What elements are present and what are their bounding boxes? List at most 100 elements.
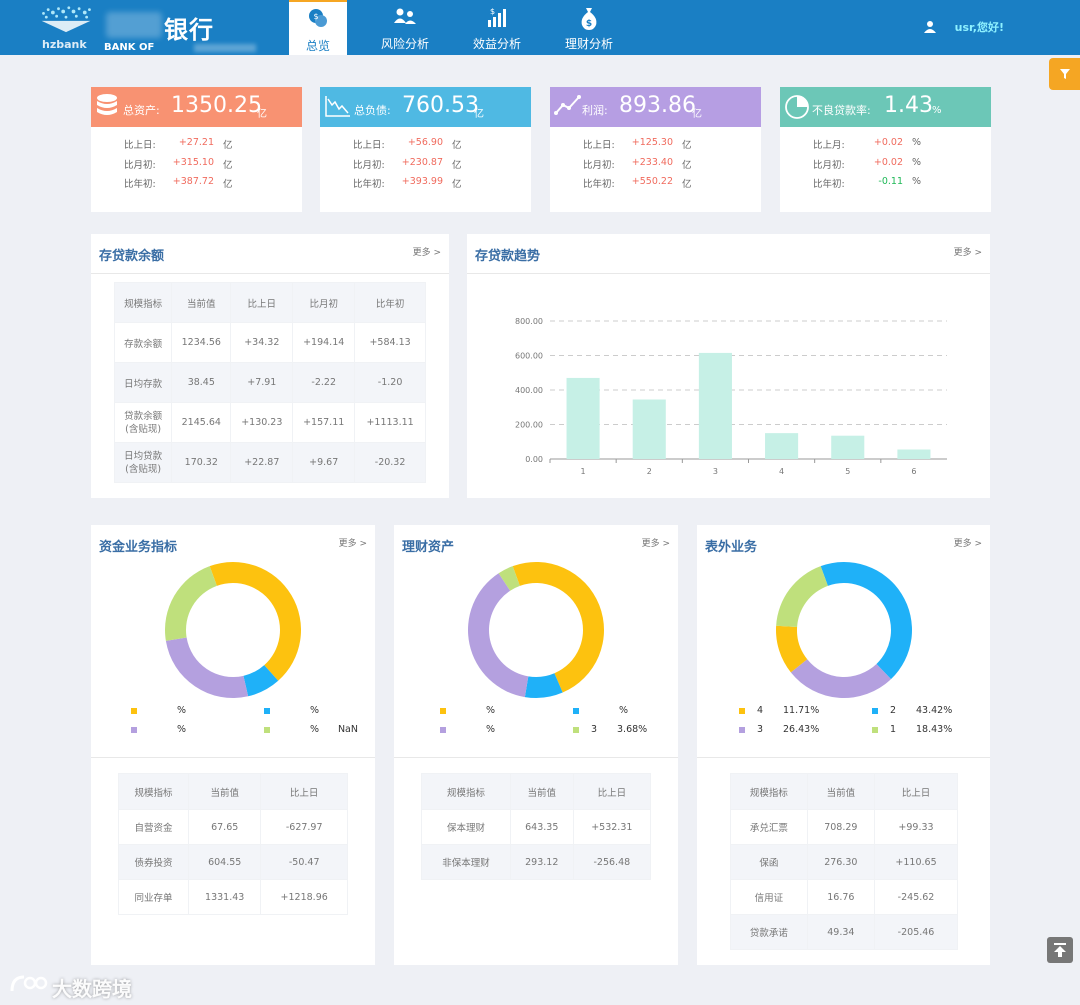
table-row: 日均贷款 (含贴现) 170.32 +22.87 +9.67 -20.32 [113,442,426,483]
svg-text:$: $ [490,7,495,16]
donut-slice[interactable] [512,562,604,693]
kpi-row-label: 比年初: [353,179,385,190]
column-header: 比上日 [260,773,348,810]
user-greeting: usr,您好! [954,21,1004,34]
panel-divider [467,273,990,274]
kpi-row-label: 比上日: [583,140,615,151]
nav-tab-benefit[interactable]: $ 效益分析 [451,0,543,55]
cell-line: 日均贷款 [124,450,163,462]
table-header-row: 规模指标 当前值 比上日 [421,773,652,810]
legend-item[interactable]: 3 3.68% [573,724,723,736]
kpi-row: 比上日: +125.30 亿 [550,137,761,157]
bar[interactable] [632,399,666,459]
column-header: 规模指标 [117,773,190,810]
table-header-row: 规模指标 当前值 比上日 [117,773,348,810]
table-cell: +194.14 [292,322,356,363]
legend-name: 4 [757,705,764,716]
donut-slice[interactable] [776,625,808,673]
kpi-row: 比年初: -0.11% [780,176,991,196]
legend-value: NaN [337,724,358,735]
bank-logo[interactable]: hzbank 银行 BANK OF [36,2,256,54]
legend-item[interactable]: % [440,724,590,736]
kpi-card-total-liabilities: 总负债: 760.53 亿 比上日: +56.90 亿 比月初: +230.87 亿 比… [320,87,531,212]
kpi-rows: 比上月: +0.02% 比月初: +0.02% 比年初: -0.11% [780,127,991,196]
legend-item[interactable]: 3 26.43% [739,724,889,736]
legend-item[interactable]: % [573,705,723,717]
kpi-row: 比上日: +56.90 亿 [320,137,531,157]
donut-slice[interactable] [243,665,279,697]
kpi-unit: 亿 [692,109,702,120]
bar[interactable] [765,433,799,459]
table-cell: 67.65 [188,809,262,845]
kpi-value: 1.43 [884,93,933,118]
filter-button[interactable] [1049,58,1080,90]
bar-chart-icon: $ [488,7,506,27]
table-row: 贷款余额 (含贴现) 2145.64 +130.23 +157.11 +1113.11 [113,402,426,443]
column-header: 规模指标 [730,773,808,810]
panel-divider [394,757,678,758]
table-cell: -20.32 [354,442,426,483]
donut-slice[interactable] [165,637,249,698]
nav-tab-overview[interactable]: $ 总览 [289,0,347,55]
bar[interactable] [698,352,732,459]
legend-item[interactable]: 2 43.42% [872,705,1022,717]
bar[interactable] [566,377,600,459]
kpi-rows: 比上日: +56.90 亿 比月初: +230.87 亿 比年初: +393.99 亿 [320,127,531,196]
donut-slice[interactable] [776,566,828,628]
more-link[interactable]: 更多 > [953,539,982,549]
donut-slice[interactable] [790,659,892,698]
database-icon [97,94,117,115]
legend-percent: % [619,705,629,716]
donut-slice[interactable] [524,673,563,698]
table-cell: +130.23 [230,402,294,443]
table-cell: 1234.56 [171,322,232,363]
fund-table: 规模指标 当前值 比上日 自营资金 67.65 -627.97 债券投资 604.55 -50.… [117,773,348,915]
table-row: 同业存单 1331.43 +1218.96 [117,879,348,915]
more-link[interactable]: 更多 > [641,539,670,549]
legend-item[interactable]: % [264,705,414,717]
x-tick-label: 5 [845,467,850,476]
table-cell: +22.87 [230,442,294,483]
legend-item[interactable]: % [131,724,281,736]
table-cell: 708.29 [806,809,876,845]
nav-tab-risk[interactable]: 风险分析 [359,0,451,55]
kpi-row-label: 比年初: [124,179,156,190]
legend-item[interactable]: NaN% [264,724,414,736]
bar[interactable] [831,435,865,459]
donut-slice[interactable] [820,562,912,680]
kpi-row-label: 比月初: [813,159,845,171]
legend-percent: 43.42% [916,705,953,716]
table-cell: 保函 [730,844,808,880]
legend-item[interactable]: 1 18.43% [872,724,1022,736]
table-row: 自营资金 67.65 -627.97 [117,809,348,845]
user-area[interactable]: usr,您好! [923,19,1004,35]
legend-item[interactable]: % [131,705,281,717]
arrow-up-icon [1054,943,1066,957]
nav-tab-wealth[interactable]: $ 理财分析 [543,0,635,55]
column-header: 比上日 [230,282,294,323]
kpi-row-unit: 亿 [452,159,462,171]
table-cell: 604.55 [188,844,262,880]
column-header: 比上日 [572,773,652,810]
donut-slice[interactable] [165,566,217,641]
legend-item[interactable]: 4 11.71% [739,705,889,717]
fund-donut-chart [165,562,301,698]
donut-slice[interactable] [498,566,520,591]
table-cell: +157.11 [292,402,356,443]
legend-item[interactable]: % [440,705,590,717]
column-header: 当前值 [509,773,574,810]
more-link[interactable]: 更多 > [412,248,441,258]
svg-text:$: $ [313,12,318,21]
bank-name-en: BANK OF [104,42,155,53]
pie-chart-icon [785,95,809,119]
bar[interactable] [897,449,931,459]
kpi-row-value: +27.21 [178,137,214,148]
donut-slice[interactable] [209,562,301,681]
more-link[interactable]: 更多 > [338,539,367,549]
legend-percent: 18.43% [916,724,953,735]
nav-label: 总览 [305,39,330,53]
kpi-label: 不良贷款率: [812,104,871,117]
donut-slice[interactable] [468,573,529,698]
more-link[interactable]: 更多 > [953,248,982,258]
back-to-top-button[interactable] [1047,937,1073,963]
